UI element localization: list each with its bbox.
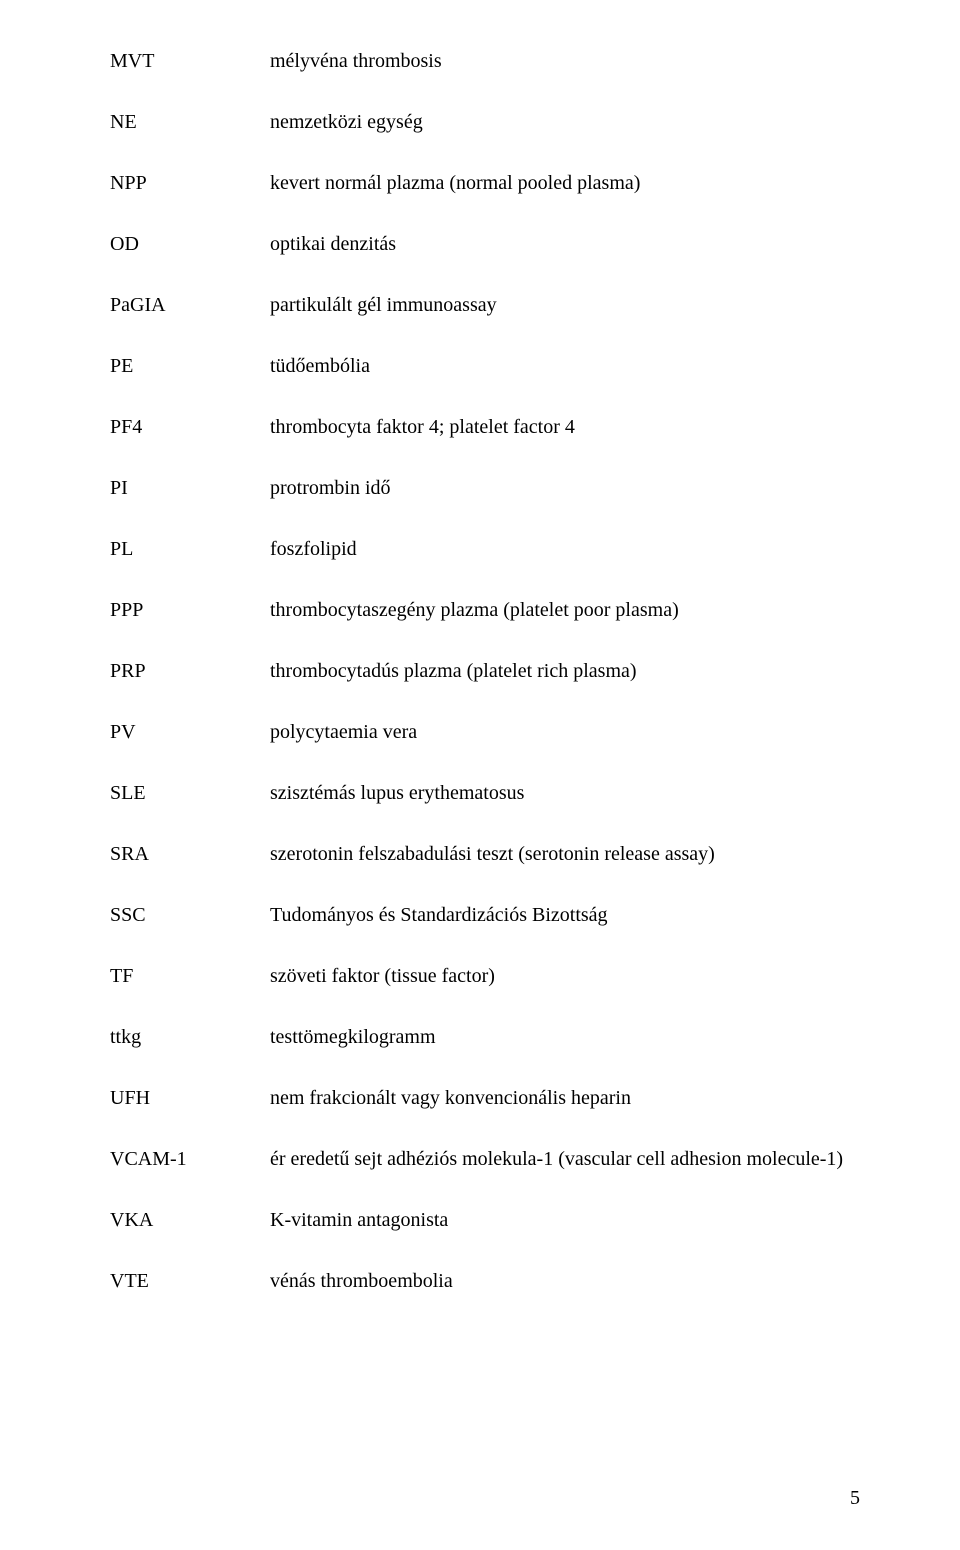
- abbreviation: OD: [110, 233, 270, 294]
- description: szöveti faktor (tissue factor): [270, 965, 860, 1026]
- abbreviation: SSC: [110, 904, 270, 965]
- description: foszfolipid: [270, 538, 860, 599]
- description: mélyvéna thrombosis: [270, 50, 860, 111]
- description: testtömegkilogramm: [270, 1026, 860, 1087]
- definition-row: MVT mélyvéna thrombosis: [110, 50, 860, 111]
- abbreviation: PPP: [110, 599, 270, 660]
- abbreviation: NE: [110, 111, 270, 172]
- abbreviation: SRA: [110, 843, 270, 904]
- definition-row: TF szöveti faktor (tissue factor): [110, 965, 860, 1026]
- abbreviation: PF4: [110, 416, 270, 477]
- description: thrombocytaszegény plazma (platelet poor…: [270, 599, 860, 660]
- description: partikulált gél immunoassay: [270, 294, 860, 355]
- abbreviation: PE: [110, 355, 270, 416]
- description: thrombocyta faktor 4; platelet factor 4: [270, 416, 860, 477]
- description: kevert normál plazma (normal pooled plas…: [270, 172, 860, 233]
- abbreviation: VTE: [110, 1270, 270, 1331]
- definition-row: SLE szisztémás lupus erythematosus: [110, 782, 860, 843]
- definition-row: PL foszfolipid: [110, 538, 860, 599]
- abbreviation: PV: [110, 721, 270, 782]
- abbreviation: ttkg: [110, 1026, 270, 1087]
- abbreviation: VKA: [110, 1209, 270, 1270]
- definition-row: VCAM-1 ér eredetű sejt adhéziós molekula…: [110, 1148, 860, 1209]
- description: nemzetközi egység: [270, 111, 860, 172]
- definition-row: PI protrombin idő: [110, 477, 860, 538]
- definition-row: VKA K-vitamin antagonista: [110, 1209, 860, 1270]
- definition-row: UFH nem frakcionált vagy konvencionális …: [110, 1087, 860, 1148]
- description: ér eredetű sejt adhéziós molekula-1 (vas…: [270, 1148, 860, 1209]
- abbreviation: PI: [110, 477, 270, 538]
- description: protrombin idő: [270, 477, 860, 538]
- abbreviation: PRP: [110, 660, 270, 721]
- page-number: 5: [850, 1487, 860, 1510]
- definition-row: OD optikai denzitás: [110, 233, 860, 294]
- definitions-list: MVT mélyvéna thrombosis NE nemzetközi eg…: [110, 50, 860, 1331]
- description: K-vitamin antagonista: [270, 1209, 860, 1270]
- definition-row: NPP kevert normál plazma (normal pooled …: [110, 172, 860, 233]
- abbreviation: UFH: [110, 1087, 270, 1148]
- definition-row: NE nemzetközi egység: [110, 111, 860, 172]
- description: optikai denzitás: [270, 233, 860, 294]
- definition-row: PRP thrombocytadús plazma (platelet rich…: [110, 660, 860, 721]
- abbreviation: PaGIA: [110, 294, 270, 355]
- abbreviation: NPP: [110, 172, 270, 233]
- abbreviation: VCAM-1: [110, 1148, 270, 1209]
- definition-row: SSC Tudományos és Standardizációs Bizott…: [110, 904, 860, 965]
- definition-row: PE tüdőembólia: [110, 355, 860, 416]
- description: tüdőembólia: [270, 355, 860, 416]
- definition-row: ttkg testtömegkilogramm: [110, 1026, 860, 1087]
- definition-row: PF4 thrombocyta faktor 4; platelet facto…: [110, 416, 860, 477]
- description: vénás thromboembolia: [270, 1270, 860, 1331]
- definition-row: PV polycytaemia vera: [110, 721, 860, 782]
- description: polycytaemia vera: [270, 721, 860, 782]
- description: Tudományos és Standardizációs Bizottság: [270, 904, 860, 965]
- definition-row: PPP thrombocytaszegény plazma (platelet …: [110, 599, 860, 660]
- description: nem frakcionált vagy konvencionális hepa…: [270, 1087, 860, 1148]
- definition-row: VTE vénás thromboembolia: [110, 1270, 860, 1331]
- abbreviation: MVT: [110, 50, 270, 111]
- description: szisztémás lupus erythematosus: [270, 782, 860, 843]
- definition-row: PaGIA partikulált gél immunoassay: [110, 294, 860, 355]
- abbreviation: SLE: [110, 782, 270, 843]
- description: szerotonin felszabadulási teszt (seroton…: [270, 843, 860, 904]
- description: thrombocytadús plazma (platelet rich pla…: [270, 660, 860, 721]
- definition-row: SRA szerotonin felszabadulási teszt (ser…: [110, 843, 860, 904]
- abbreviation: PL: [110, 538, 270, 599]
- abbreviation: TF: [110, 965, 270, 1026]
